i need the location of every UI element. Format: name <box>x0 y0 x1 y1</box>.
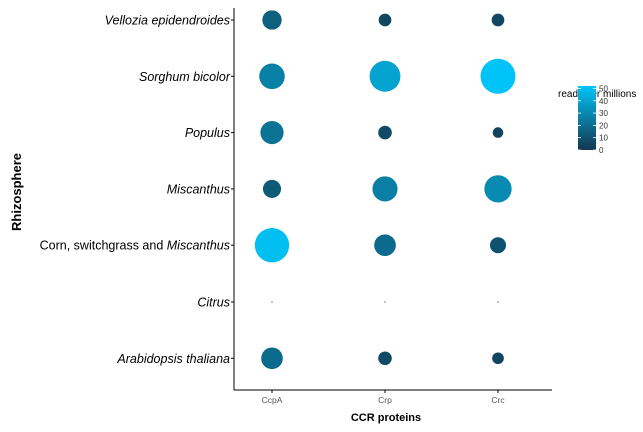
bubble-point <box>480 58 516 94</box>
bubble-point <box>259 63 285 90</box>
bubble-point <box>497 301 499 303</box>
legend-color-bar <box>578 86 596 150</box>
bubble-point <box>491 13 505 27</box>
y-tick-label: Citrus <box>197 296 230 310</box>
bubble-point <box>489 237 507 254</box>
bubble-point <box>372 176 398 202</box>
legend-tick-label: 20 <box>599 121 608 130</box>
y-tick-label: Corn, switchgrass and Miscanthus <box>40 239 230 253</box>
bubble-point <box>378 125 392 140</box>
y-tick-label: Arabidopsis thaliana <box>116 352 230 366</box>
x-axis-labels: CcpA Crp Crc <box>262 395 506 405</box>
legend-title: reads per millions <box>558 89 636 100</box>
legend-tick-label: 50 <box>599 84 608 93</box>
legend-tick-label: 0 <box>599 146 604 155</box>
legend: reads per millions 0 10 20 30 40 50 <box>558 84 636 155</box>
bubble-point <box>484 175 512 203</box>
y-axis-title: Rhizosphere <box>9 153 24 231</box>
bubble-point <box>384 301 386 303</box>
bubble-point <box>492 127 504 138</box>
x-tick-label: Crp <box>378 395 392 405</box>
x-axis-title: CCR proteins <box>351 412 421 424</box>
bubble-point <box>378 13 392 27</box>
y-tick-label: Populus <box>185 126 230 140</box>
legend-tick-label: 30 <box>599 109 608 118</box>
legend-tick-label: 10 <box>599 134 608 143</box>
bubble-point <box>261 347 283 370</box>
bubble-point <box>378 351 392 366</box>
bubble-point <box>254 228 290 263</box>
bubble-point <box>369 60 401 92</box>
bubble-point <box>271 301 273 303</box>
y-tick-label: Vellozia epidendroides <box>105 14 230 28</box>
legend-tick-label: 40 <box>599 97 608 106</box>
y-axis-labels: Vellozia epidendroides Sorghum bicolor Pop… <box>40 14 231 366</box>
bubbles <box>254 10 516 370</box>
legend-ticks: 0 10 20 30 40 50 <box>578 84 608 155</box>
y-tick-label: Miscanthus <box>167 182 230 196</box>
bubble-point <box>262 179 282 198</box>
bubble-point <box>260 121 284 145</box>
y-tick-label: Sorghum bicolor <box>139 70 231 84</box>
bubble-point <box>492 352 504 365</box>
y-axis-ticks <box>231 19 234 359</box>
bubble-point <box>374 234 396 257</box>
x-tick-label: CcpA <box>262 395 283 405</box>
bubble-point <box>262 10 282 30</box>
x-tick-label: Crc <box>491 395 505 405</box>
